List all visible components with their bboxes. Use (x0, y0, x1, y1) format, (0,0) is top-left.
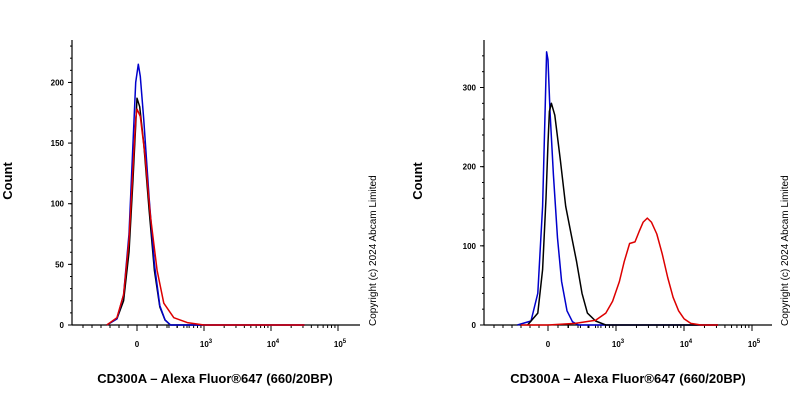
y-tick-label: 200 (463, 163, 477, 172)
y-tick-label: 300 (463, 84, 477, 93)
histogram-series-1 (517, 51, 718, 326)
y-tick-label: 0 (472, 321, 477, 330)
x-tick-label: 104 (680, 339, 693, 349)
x-tick-label: 104 (267, 339, 280, 349)
x-tick-label: 105 (748, 339, 761, 349)
x-tick-label: 0 (135, 340, 140, 349)
copyright-text: Copyright (c) 2024 Abcam Limited (368, 175, 379, 326)
copyright-text: Copyright (c) 2024 Abcam Limited (780, 175, 791, 326)
histogram-series-3 (520, 217, 718, 326)
x-tick-label: 103 (200, 339, 213, 349)
y-axis-label: Count (0, 162, 15, 200)
x-tick-label: 0 (546, 340, 551, 349)
y-tick-label: 100 (51, 200, 65, 209)
histogram-series-3 (106, 108, 305, 326)
y-axis-label: Count (410, 162, 425, 200)
x-axis-label: CD300A – Alexa Fluor®647 (660/20BP) (97, 371, 333, 386)
x-tick-label: 105 (334, 339, 347, 349)
y-tick-label: 150 (51, 139, 65, 148)
y-tick-label: 0 (60, 321, 65, 330)
histogram-panel-right: 0 100 200 300 0 103 104 105 Count CD300A – Alex… (410, 40, 791, 386)
y-tick-label: 200 (51, 78, 65, 87)
histogram-panel-left: 0 50 100 150 200 0 103 104 105 Count CD300A – Al… (0, 40, 379, 386)
histogram-series-2 (527, 102, 718, 326)
x-tick-label: 103 (612, 339, 625, 349)
y-tick-label: 50 (55, 260, 64, 269)
x-axis-label: CD300A – Alexa Fluor®647 (660/20BP) (510, 371, 746, 386)
histogram-series-1 (106, 97, 305, 326)
y-tick-label: 100 (463, 242, 477, 251)
